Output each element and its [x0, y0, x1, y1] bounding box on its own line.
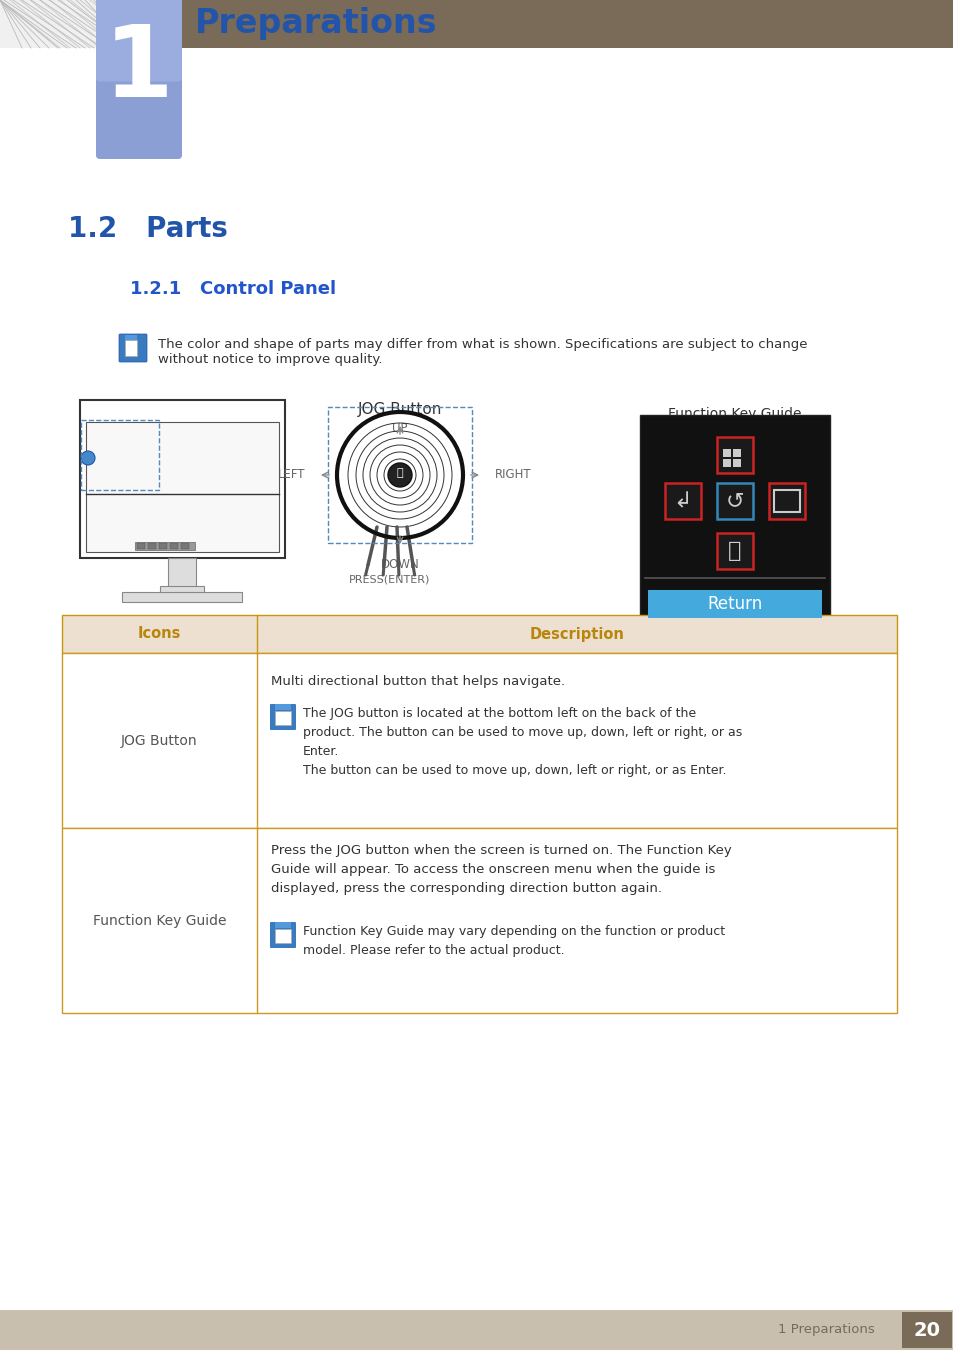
- Text: ⏻: ⏻: [727, 541, 740, 562]
- Circle shape: [81, 451, 95, 464]
- Text: 1: 1: [104, 22, 173, 119]
- Text: Function Key Guide: Function Key Guide: [92, 914, 226, 927]
- Bar: [169, 558, 196, 594]
- Bar: [160, 586, 204, 594]
- Text: The JOG button is located at the bottom left on the back of the
product. The but: The JOG button is located at the bottom …: [303, 707, 741, 778]
- Bar: [639, 414, 829, 620]
- Bar: [768, 483, 804, 518]
- Bar: [328, 406, 472, 543]
- Bar: [62, 616, 896, 653]
- Circle shape: [388, 463, 412, 487]
- Bar: [148, 543, 156, 549]
- Bar: [62, 828, 896, 1012]
- Bar: [647, 590, 821, 618]
- Bar: [86, 423, 278, 552]
- FancyBboxPatch shape: [270, 703, 295, 730]
- Bar: [0, 1310, 953, 1350]
- Bar: [274, 929, 291, 944]
- Bar: [664, 483, 700, 518]
- Text: The color and shape of parts may differ from what is shown. Specifications are s: The color and shape of parts may differ …: [158, 338, 806, 351]
- Bar: [901, 1312, 951, 1349]
- Text: JOG Button: JOG Button: [357, 402, 442, 417]
- Text: RIGHT: RIGHT: [495, 468, 531, 482]
- Text: UP: UP: [392, 423, 407, 435]
- Text: 1.2.1   Control Panel: 1.2.1 Control Panel: [130, 279, 335, 298]
- Bar: [125, 340, 137, 356]
- Text: Description: Description: [529, 626, 624, 641]
- Bar: [170, 543, 178, 549]
- Text: ↲: ↲: [673, 491, 692, 512]
- Text: 1 Preparations: 1 Preparations: [778, 1323, 874, 1336]
- Text: Function Key Guide may vary depending on the function or product
model. Please r: Function Key Guide may vary depending on…: [303, 925, 724, 957]
- Text: DOWN: DOWN: [380, 558, 419, 571]
- Text: LEFT: LEFT: [277, 468, 305, 482]
- Bar: [125, 335, 137, 340]
- Bar: [717, 483, 752, 518]
- Bar: [732, 459, 740, 467]
- Text: Icons: Icons: [137, 626, 181, 641]
- Bar: [274, 711, 291, 725]
- FancyBboxPatch shape: [96, 0, 182, 81]
- Bar: [137, 543, 145, 549]
- Bar: [274, 922, 291, 927]
- FancyBboxPatch shape: [96, 0, 182, 159]
- Text: 1.2   Parts: 1.2 Parts: [68, 215, 228, 243]
- Bar: [80, 400, 285, 558]
- Text: Preparations: Preparations: [194, 8, 437, 40]
- Bar: [181, 543, 189, 549]
- Bar: [130, 0, 953, 49]
- Bar: [62, 653, 896, 828]
- Text: ↺: ↺: [725, 491, 743, 512]
- FancyBboxPatch shape: [119, 333, 147, 362]
- Bar: [159, 543, 167, 549]
- Text: PRESS(ENTER): PRESS(ENTER): [349, 575, 430, 585]
- Bar: [135, 541, 194, 549]
- Bar: [122, 593, 242, 602]
- Bar: [717, 437, 752, 472]
- Bar: [274, 703, 291, 710]
- Bar: [717, 533, 752, 568]
- Text: Multi directional button that helps navigate.: Multi directional button that helps navi…: [271, 675, 564, 688]
- Bar: [773, 490, 800, 512]
- Text: 20: 20: [913, 1320, 940, 1339]
- Bar: [722, 450, 730, 458]
- Bar: [722, 459, 730, 467]
- Text: Press the JOG button when the screen is turned on. The Function Key
Guide will a: Press the JOG button when the screen is …: [271, 844, 731, 895]
- Text: JOG Button: JOG Button: [121, 733, 197, 748]
- Text: Function Key Guide: Function Key Guide: [667, 406, 801, 421]
- FancyBboxPatch shape: [270, 922, 295, 948]
- Bar: [81, 420, 159, 490]
- Bar: [732, 450, 740, 458]
- Text: Return: Return: [706, 595, 761, 613]
- Text: ⏻: ⏻: [396, 468, 403, 478]
- Text: without notice to improve quality.: without notice to improve quality.: [158, 352, 382, 366]
- Bar: [0, 0, 130, 49]
